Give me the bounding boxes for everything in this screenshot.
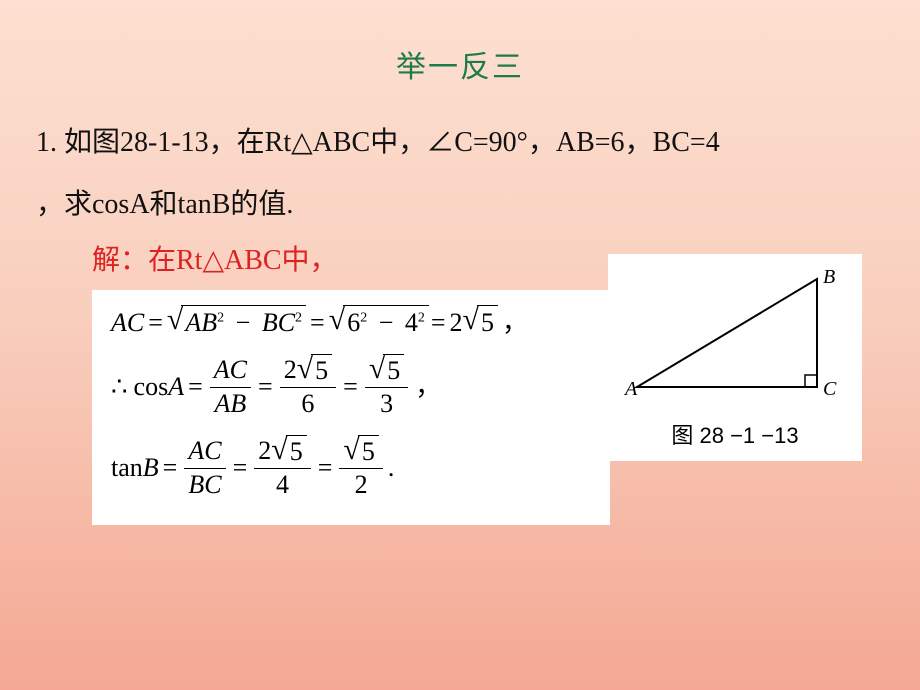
problem-line2: ，求cosA和tanB的值.: [36, 189, 293, 220]
math-derivation: AC = √ AB2 − BC2 = √ 62 − 42 = 2 √ 5 ，: [92, 290, 610, 525]
triangle-figure: A B C: [623, 265, 847, 405]
figure-box: A B C 图 28 −1 −13: [608, 254, 862, 461]
vertex-label-A: A: [623, 378, 638, 400]
math-row-2: ∴ cosA = AC AB = 2√5 6 = √5 3 ，: [111, 354, 591, 421]
frac-r5-2: √5 2: [339, 435, 382, 502]
math-row-3: tanB = AC BC = 2√5 4 = √5 2 .: [111, 435, 591, 502]
vertex-label-B: B: [823, 266, 835, 288]
therefore-symbol: ∴: [111, 370, 128, 404]
sqrt-expr-1: √ AB2 − BC2: [167, 305, 306, 340]
var-AC: AC: [111, 306, 144, 340]
trailing-comma-2: ，: [415, 370, 441, 404]
right-angle-marker: [805, 375, 817, 387]
triangle-ABC: [637, 279, 817, 387]
figure-caption: 图 28 −1 −13: [615, 418, 855, 450]
frac-AC-AB: AC AB: [210, 354, 251, 420]
section-title: 举一反三: [0, 42, 920, 86]
problem-statement: 1. 如图28-1-13，在Rt△ABC中，∠C=90°，AB=6，BC=4 ，…: [36, 112, 884, 235]
trailing-period: .: [388, 451, 395, 485]
sqrt-res-1: √ 5: [463, 305, 498, 340]
frac-AC-BC: AC BC: [184, 435, 225, 501]
frac-2r5-6: 2√5 6: [280, 354, 336, 421]
vertex-label-C: C: [823, 378, 837, 400]
sqrt-expr-2: √ 62 − 42: [329, 305, 429, 340]
solution-intro: 解：在Rt△ABC中，: [92, 238, 338, 278]
frac-2r5-4: 2√5 4: [254, 435, 310, 502]
trailing-comma-1: ，: [502, 306, 528, 340]
math-row-1: AC = √ AB2 − BC2 = √ 62 − 42 = 2 √ 5 ，: [111, 305, 591, 340]
frac-r5-3: √5 3: [365, 354, 408, 421]
problem-line1: 1. 如图28-1-13，在Rt△ABC中，∠C=90°，AB=6，BC=4: [36, 127, 720, 158]
